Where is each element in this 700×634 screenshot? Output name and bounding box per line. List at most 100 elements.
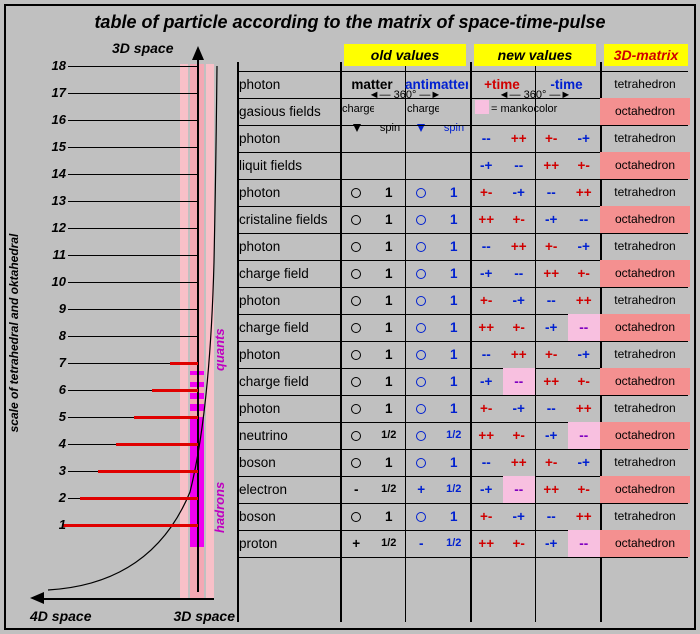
ticknum-18: 18 — [42, 58, 66, 73]
matrix-cell: octahedron — [600, 152, 690, 179]
table-row-17: photontetrahedron — [237, 71, 688, 98]
new-1: ++ — [503, 449, 536, 476]
matrix-cell: tetrahedron — [600, 71, 690, 98]
new-2: -- — [535, 179, 568, 206]
tick-8 — [68, 336, 197, 337]
old-1: 1/2 — [373, 422, 406, 449]
table-row-9: photon11+--+--++tetrahedron — [237, 287, 688, 314]
table-row-13: photon11+--+--++tetrahedron — [237, 179, 688, 206]
new-0: -+ — [470, 260, 503, 287]
new-1: +- — [503, 206, 536, 233]
old-2 — [405, 368, 438, 395]
ticknum-17: 17 — [42, 85, 66, 100]
tick-16 — [68, 120, 197, 121]
old-2 — [405, 314, 438, 341]
particle-name: boson — [237, 449, 340, 476]
particle-name: boson — [237, 503, 340, 530]
old-3: 1/2 — [438, 422, 471, 449]
matrix-cell: octahedron — [600, 476, 690, 503]
new-2: -- — [535, 287, 568, 314]
new-1: -+ — [503, 395, 536, 422]
pink-band-1 — [180, 64, 188, 598]
old-0 — [340, 287, 373, 314]
axis-vertical — [197, 60, 199, 592]
table-row-1: boson11+--+--++tetrahedron — [237, 503, 688, 530]
tick-17 — [68, 93, 197, 94]
new-3: ++ — [568, 395, 601, 422]
new-0: -- — [470, 341, 503, 368]
new-3 — [568, 71, 601, 98]
ticknum-3: 3 — [42, 463, 66, 478]
ticknum-11: 11 — [42, 247, 66, 262]
old-1: 1 — [373, 503, 406, 530]
tick-18 — [68, 66, 197, 67]
new-3: -+ — [568, 125, 601, 152]
ticknum-7: 7 — [42, 355, 66, 370]
particle-name: liquit fields — [237, 152, 340, 179]
particle-name: photon — [237, 287, 340, 314]
old-0 — [340, 152, 373, 179]
ticknum-10: 10 — [42, 274, 66, 289]
red-tick-1 — [62, 524, 198, 527]
new-0: +- — [470, 287, 503, 314]
content: scale of tetrahedral and oktahedral 3D s… — [12, 44, 688, 622]
new-2: +- — [535, 125, 568, 152]
new-2: ++ — [535, 476, 568, 503]
new-1: -- — [503, 152, 536, 179]
new-1 — [503, 71, 536, 98]
table-row-4: neutrino1/21/2+++--+--octahedron — [237, 422, 688, 449]
old-0 — [340, 449, 373, 476]
new-2: +- — [535, 449, 568, 476]
red-tick-6 — [152, 389, 198, 392]
axis-horizontal — [44, 598, 214, 600]
table-row-6: charge field11-+--+++-octahedron — [237, 368, 688, 395]
table-row-10: charge field11-+--+++-octahedron — [237, 260, 688, 287]
hline-bottom — [237, 557, 688, 558]
old-3: 1 — [438, 260, 471, 287]
new-1: ++ — [503, 125, 536, 152]
new-1 — [503, 98, 536, 125]
old-0 — [340, 125, 373, 152]
hdr-mat: 3D-matrix — [604, 44, 688, 66]
old-2 — [405, 98, 438, 125]
tick-13 — [68, 201, 197, 202]
old-0 — [340, 260, 373, 287]
old-1 — [373, 125, 406, 152]
old-2 — [405, 206, 438, 233]
old-1: 1 — [373, 233, 406, 260]
particle-name: photon — [237, 233, 340, 260]
new-1: -+ — [503, 287, 536, 314]
hdr-new: new values — [474, 44, 596, 66]
old-3: 1 — [438, 206, 471, 233]
new-3: ++ — [568, 179, 601, 206]
table-row-12: cristaline fields11+++--+--octahedron — [237, 206, 688, 233]
old-3: 1 — [438, 179, 471, 206]
new-0: ++ — [470, 422, 503, 449]
arrow-left-icon — [30, 592, 44, 604]
new-3: +- — [568, 476, 601, 503]
old-2 — [405, 341, 438, 368]
table-row-16: gasious fieldsoctahedron — [237, 98, 688, 125]
old-2 — [405, 287, 438, 314]
matrix-cell: tetrahedron — [600, 179, 690, 206]
tick-10 — [68, 282, 197, 283]
new-3: +- — [568, 368, 601, 395]
matrix-cell: octahedron — [600, 314, 690, 341]
new-0: ++ — [470, 314, 503, 341]
particle-name: photon — [237, 125, 340, 152]
ticknum-4: 4 — [42, 436, 66, 451]
header-row: old values new values 3D-matrix — [237, 44, 688, 68]
old-0 — [340, 503, 373, 530]
table-row-15: photon--+++--+tetrahedron — [237, 125, 688, 152]
new-1: -+ — [503, 179, 536, 206]
ticknum-13: 13 — [42, 193, 66, 208]
new-2: -- — [535, 395, 568, 422]
old-2: - — [405, 530, 438, 557]
old-0 — [340, 71, 373, 98]
old-0 — [340, 395, 373, 422]
old-3: 1 — [438, 314, 471, 341]
red-tick-2 — [80, 497, 198, 500]
new-2: ++ — [535, 368, 568, 395]
new-3: -- — [568, 530, 601, 557]
old-1: 1/2 — [373, 530, 406, 557]
